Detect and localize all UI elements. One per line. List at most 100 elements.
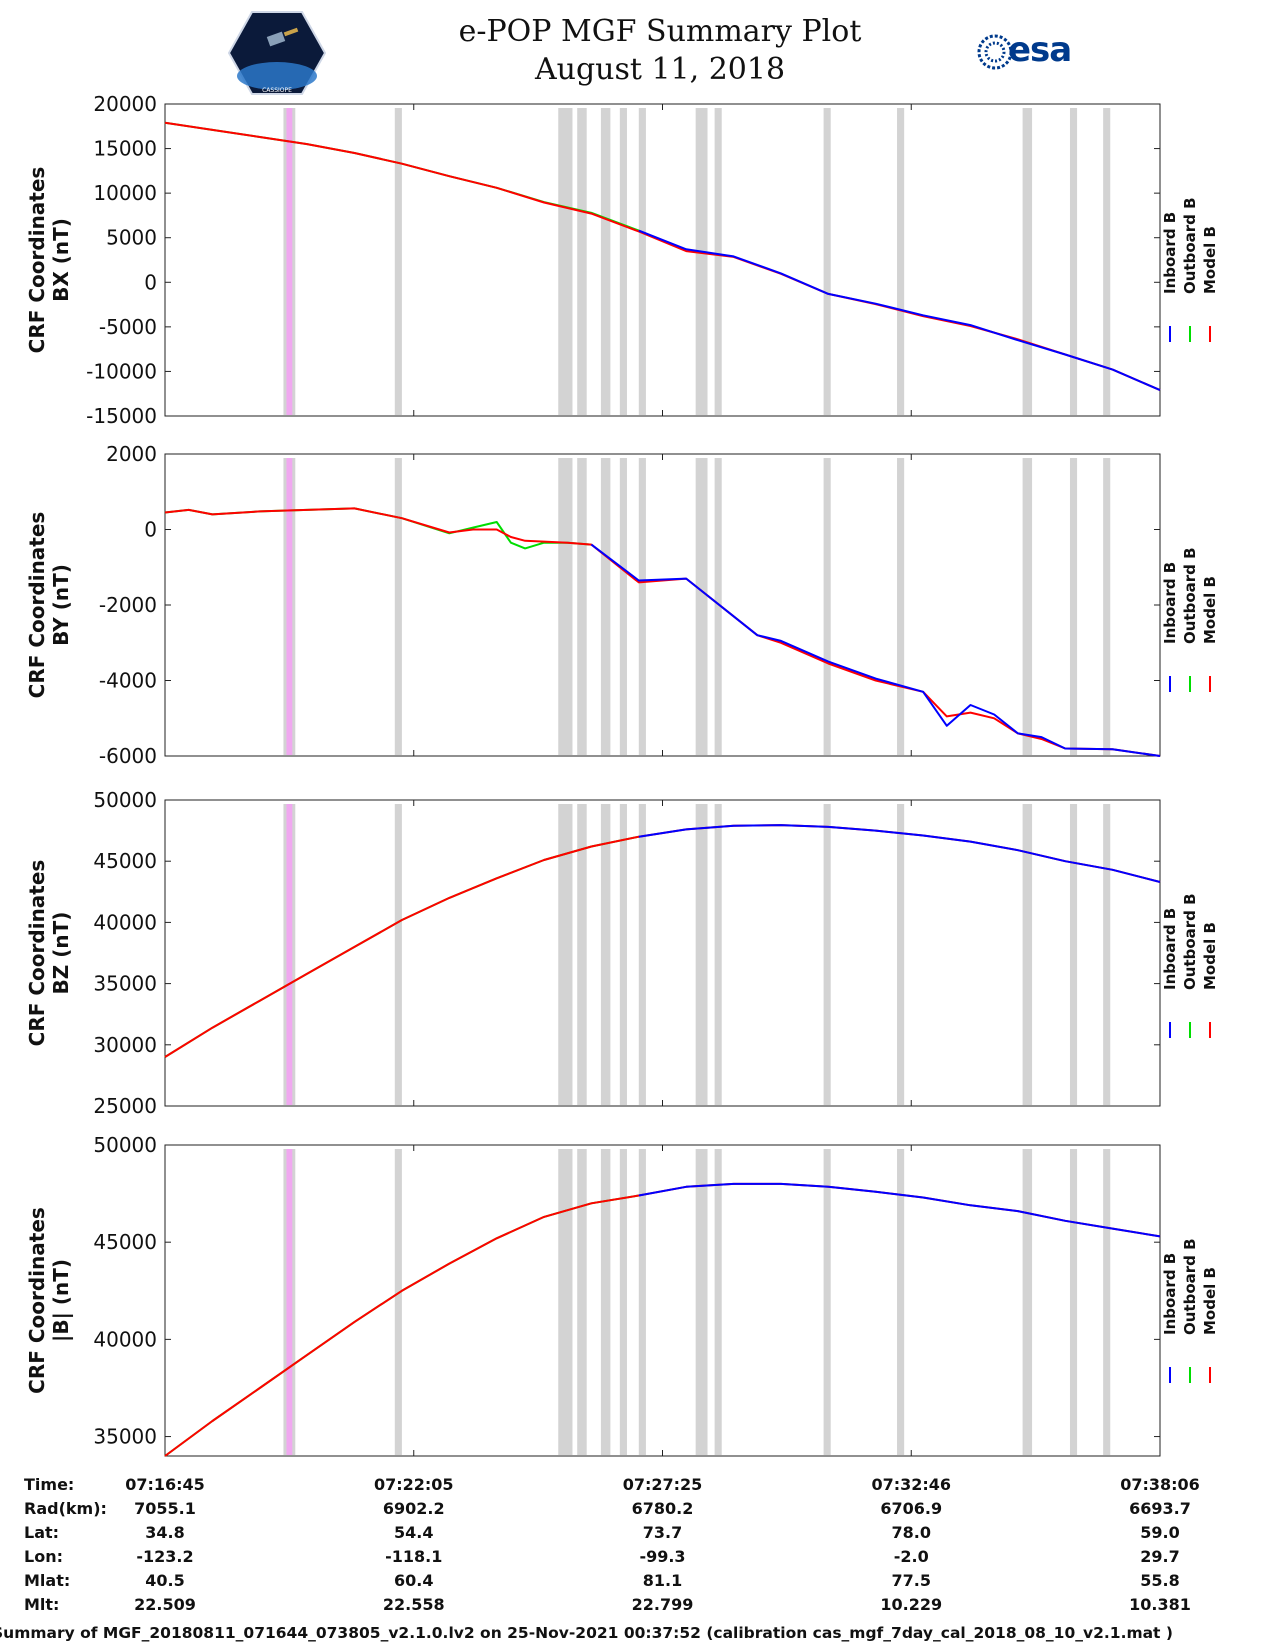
gap-band — [695, 108, 708, 415]
gap-band — [558, 108, 573, 415]
y-tick-label: -10000 — [86, 359, 157, 383]
legend-label: Model B — [1201, 922, 1219, 990]
legend-label: Inboard B — [1161, 908, 1179, 990]
gap-band — [1022, 1149, 1033, 1455]
y-tick-label: 40000 — [93, 1327, 157, 1351]
y-tick-label: 0 — [144, 270, 157, 294]
ephemeris-row-label: Mlat: — [24, 1571, 71, 1590]
ephemeris-value: 81.1 — [642, 1571, 683, 1590]
ephemeris-value: 6693.7 — [1129, 1499, 1191, 1518]
ephemeris-value: -99.3 — [639, 1547, 686, 1566]
x-tick-label: 07:32:46 — [871, 1475, 952, 1494]
ephemeris-value: -123.2 — [136, 1547, 194, 1566]
chart-panel-4: 50000 45000 40000 35000 CRF Coordinates |B| (… — [25, 1133, 1219, 1457]
gap-band — [1022, 458, 1033, 755]
gap-band — [823, 458, 831, 755]
gap-band — [823, 108, 831, 415]
ephemeris-value: -118.1 — [385, 1547, 443, 1566]
y-tick-label: 15000 — [93, 137, 157, 161]
chart-panel-2: 2000 0 -2000 -4000 -6000 CRF Coordinates BY (n… — [25, 442, 1219, 768]
y-tick-label: 10000 — [93, 181, 157, 205]
gap-band — [695, 1149, 708, 1455]
gap-band — [1069, 108, 1078, 415]
y-tick-label: -2000 — [99, 593, 157, 617]
gap-band — [558, 1149, 573, 1455]
highlight-band — [286, 804, 293, 1105]
highlight-band — [286, 458, 293, 755]
gap-band — [695, 804, 708, 1105]
plot-frame — [164, 453, 1161, 757]
ephemeris-value: 22.799 — [631, 1595, 694, 1614]
y-axis-label: CRF Coordinates — [25, 512, 49, 699]
ephemeris-value: 6780.2 — [631, 1499, 694, 1518]
ephemeris-row-label: Lon: — [24, 1547, 63, 1566]
y-tick-label: -5000 — [99, 315, 157, 339]
legend: Inboard B Outboard B Model B — [1161, 893, 1219, 1038]
y-tick-label: 5000 — [106, 226, 157, 250]
y-tick-label: 2000 — [106, 442, 157, 466]
cassiope-logo-text: CASSIOPE — [262, 87, 292, 94]
y-axis-label-units: |B| (nT) — [49, 1259, 73, 1342]
legend-label: Inboard B — [1161, 562, 1179, 644]
gap-band — [638, 458, 646, 755]
ephemeris-value: 40.5 — [145, 1571, 185, 1590]
legend-label: Model B — [1201, 226, 1219, 294]
ephemeris-value: 10.229 — [880, 1595, 943, 1614]
chart-title-line2: August 11, 2018 — [534, 52, 786, 87]
chart-panel-3: 50000 45000 40000 35000 30000 25000 CRF Coordi… — [25, 788, 1219, 1118]
highlight-band — [286, 108, 293, 415]
plot-frame — [164, 799, 1161, 1107]
x-tick-label: 07:22:05 — [373, 1475, 454, 1494]
gap-band — [619, 108, 627, 415]
plot-frame — [164, 103, 1161, 417]
gap-band — [1069, 458, 1078, 755]
legend-label: Inboard B — [1161, 1253, 1179, 1335]
ephemeris-value: 78.0 — [891, 1523, 931, 1542]
y-tick-label: 0 — [144, 518, 157, 542]
series-line-inboard-b — [590, 543, 1161, 757]
y-tick-label: 40000 — [93, 910, 157, 934]
gap-band — [619, 458, 627, 755]
ephemeris-value: 73.7 — [642, 1523, 683, 1542]
series-line-inboard-b — [638, 824, 1161, 883]
legend-label: Outboard B — [1181, 197, 1199, 294]
gap-band — [600, 458, 611, 755]
legend-label: Outboard B — [1181, 1238, 1199, 1335]
series-line-inboard-b — [638, 229, 1161, 392]
y-tick-label: 20000 — [93, 92, 157, 116]
ephemeris-value: 29.7 — [1140, 1547, 1180, 1566]
gap-band — [1103, 458, 1111, 755]
gap-band — [558, 804, 573, 1105]
y-tick-label: -15000 — [86, 404, 157, 428]
esa-logo-text: esa — [1008, 30, 1072, 70]
gap-band — [897, 1149, 905, 1455]
gap-band — [558, 458, 573, 755]
y-axis-label-units: BX (nT) — [49, 218, 73, 302]
ephemeris-row-label: Mlt: — [24, 1595, 60, 1614]
y-axis-label: CRF Coordinates — [25, 1207, 49, 1394]
series-line-model-b — [164, 1182, 1161, 1457]
y-axis-label-units: BY (nT) — [49, 564, 73, 646]
gap-band — [394, 804, 402, 1105]
legend-label: Model B — [1201, 576, 1219, 644]
gap-band — [897, 108, 905, 415]
gap-band — [1103, 108, 1111, 415]
gap-band — [1069, 804, 1078, 1105]
ephemeris-value: 54.4 — [394, 1523, 434, 1542]
gap-band — [897, 458, 905, 755]
y-tick-label: -4000 — [99, 669, 157, 693]
ephemeris-value: 7055.1 — [134, 1499, 196, 1518]
legend-label: Model B — [1201, 1267, 1219, 1335]
gap-band — [1022, 108, 1033, 415]
ephemeris-value: 34.8 — [145, 1523, 185, 1542]
gap-band — [577, 1149, 587, 1455]
legend: Inboard B Outboard B Model B — [1161, 197, 1219, 342]
cassiope-logo: CASSIOPE — [228, 11, 326, 95]
ephemeris-value: 22.509 — [134, 1595, 196, 1614]
series-line-outboard-b — [164, 507, 592, 550]
series-line-model-b — [164, 824, 1161, 1058]
ephemeris-row-label: Lat: — [24, 1523, 60, 1542]
ephemeris-row-label: Rad(km): — [24, 1499, 107, 1518]
ephemeris-value: 59.0 — [1140, 1523, 1180, 1542]
